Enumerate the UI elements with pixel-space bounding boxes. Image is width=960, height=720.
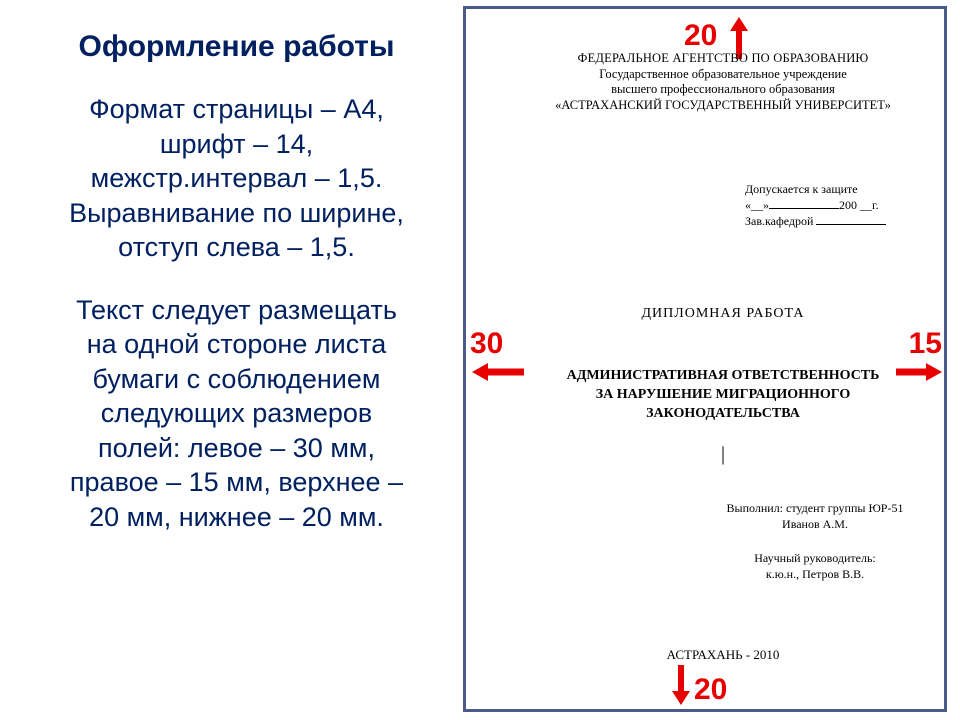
p1-line: Выравнивание по ширине, bbox=[69, 198, 404, 228]
slide: Оформление работы Формат страницы – А4, … bbox=[0, 0, 960, 720]
sample-page-frame: 20 30 15 bbox=[463, 6, 947, 712]
doc-title-line: ЗА НАРУШЕНИЕ МИГРАЦИОННОГО bbox=[596, 387, 850, 402]
arrow-down-icon bbox=[670, 665, 692, 705]
margin-left-value: 30 bbox=[470, 327, 503, 361]
approve-line: «__» 200 __г. bbox=[745, 197, 920, 213]
author-block: Выполнил: студент группы ЮР-51 Иванов А.… bbox=[710, 501, 920, 532]
inst-line: высшего профессионального образования bbox=[526, 82, 920, 98]
margin-bottom-value: 20 bbox=[694, 673, 727, 707]
advisor-line: к.ю.н., Петров В.В. bbox=[710, 567, 920, 583]
p1-line: межстр.интервал – 1,5. bbox=[91, 163, 383, 193]
p2-line: следующих размеров bbox=[101, 398, 373, 428]
p1-line: Формат страницы – А4, bbox=[89, 94, 384, 124]
inst-line: «АСТРАХАНСКИЙ ГОСУДАРСТВЕННЫЙ УНИВЕРСИТЕ… bbox=[526, 98, 920, 114]
text-cursor: | bbox=[526, 443, 920, 466]
doc-title-line: ЗАКОНОДАТЕЛЬСТВА bbox=[646, 406, 800, 421]
left-panel: Оформление работы Формат страницы – А4, … bbox=[0, 0, 455, 720]
sample-page-content: ФЕДЕРАЛЬНОЕ АГЕНТСТВО ПО ОБРАЗОВАНИЮ Гос… bbox=[526, 51, 920, 669]
p2-line: правое – 15 мм, верхнее – bbox=[70, 467, 403, 497]
p2-line: на одной стороне листа bbox=[87, 329, 387, 359]
arrow-left-icon bbox=[472, 361, 524, 383]
approve-date-suffix: 200 __г. bbox=[839, 198, 879, 212]
advisor-line: Научный руководитель: bbox=[710, 551, 920, 567]
p2-line: Текст следует размещать bbox=[76, 295, 397, 325]
p2-line: бумаги с соблюдением bbox=[93, 364, 381, 394]
approve-head-label: Зав.кафедрой bbox=[745, 214, 813, 228]
approval-block: Допускается к защите «__» 200 __г. Зав.ка… bbox=[745, 181, 920, 230]
p1-line: шрифт – 14, bbox=[160, 129, 313, 159]
approve-line: Зав.кафедрой bbox=[745, 213, 920, 229]
advisor-block: Научный руководитель: к.ю.н., Петров В.В… bbox=[710, 551, 920, 582]
inst-line: ФЕДЕРАЛЬНОЕ АГЕНТСТВО ПО ОБРАЗОВАНИЮ bbox=[526, 51, 920, 67]
slide-title: Оформление работы bbox=[28, 30, 445, 64]
p2-line: полей: левое – 30 мм, bbox=[98, 433, 375, 463]
p1-line: отступ слева – 1,5. bbox=[118, 232, 355, 262]
doc-title-line: АДМИНИСТРАТИВНАЯ ОТВЕТСТВЕННОСТЬ bbox=[567, 368, 880, 383]
formatting-paragraph-1: Формат страницы – А4, шрифт – 14, межстр… bbox=[28, 92, 445, 265]
document-type: ДИПЛОМНАЯ РАБОТА bbox=[526, 306, 920, 322]
footer-city-year: АСТРАХАНЬ - 2010 bbox=[526, 647, 920, 663]
approve-date-prefix: «__» bbox=[745, 198, 769, 212]
document-title: АДМИНИСТРАТИВНАЯ ОТВЕТСТВЕННОСТЬ ЗА НАРУ… bbox=[526, 367, 920, 424]
inst-line: Государственное образовательное учрежден… bbox=[526, 67, 920, 83]
p2-line: 20 мм, нижнее – 20 мм. bbox=[89, 502, 384, 532]
right-panel: 20 30 15 bbox=[455, 0, 960, 720]
formatting-paragraph-2: Текст следует размещать на одной стороне… bbox=[28, 293, 445, 535]
author-line: Иванов А.М. bbox=[710, 517, 920, 533]
institution-header: ФЕДЕРАЛЬНОЕ АГЕНТСТВО ПО ОБРАЗОВАНИЮ Гос… bbox=[526, 51, 920, 114]
author-line: Выполнил: студент группы ЮР-51 bbox=[710, 501, 920, 517]
approve-line: Допускается к защите bbox=[745, 181, 920, 197]
margin-top-value: 20 bbox=[684, 19, 717, 53]
